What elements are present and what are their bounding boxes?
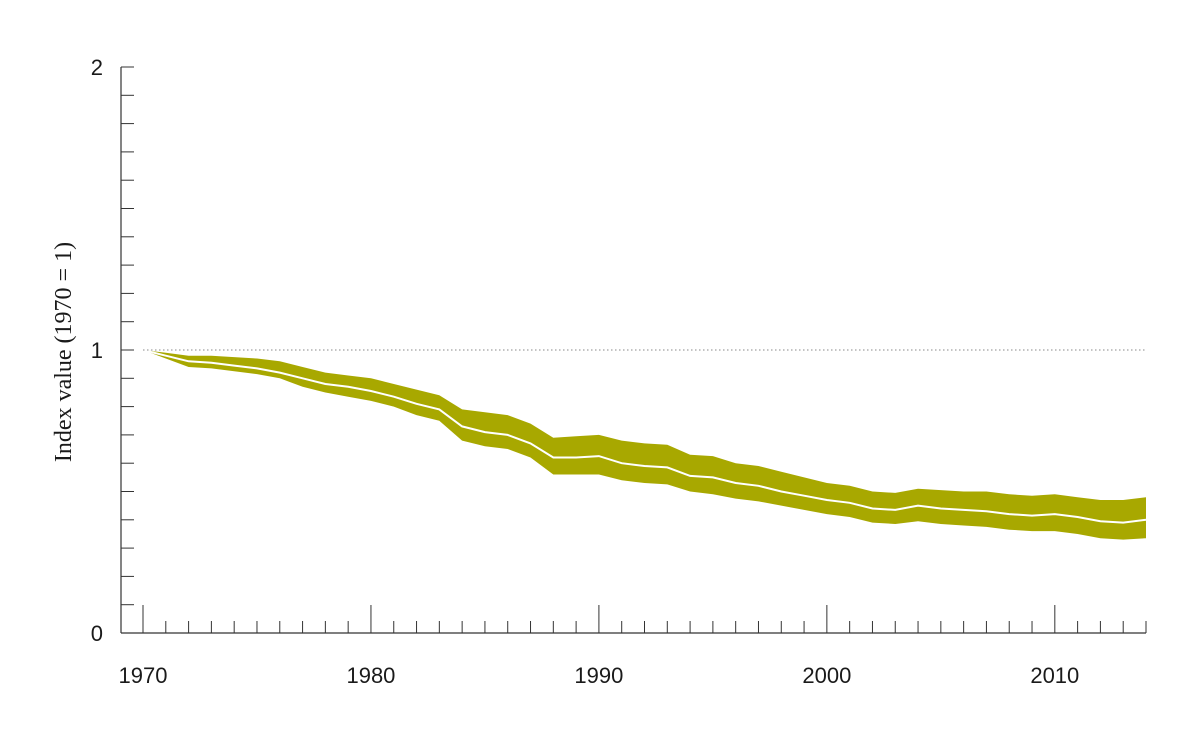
- confidence-band-layer: [143, 350, 1146, 540]
- y-axis-label: Index value (1970 = 1): [51, 242, 77, 462]
- plot-area: [142, 349, 1147, 540]
- confidence-band: [143, 350, 1146, 540]
- x-tick-label: 2000: [802, 663, 851, 688]
- x-tick-label: 1970: [119, 663, 168, 688]
- y-tick-label: 1: [91, 338, 103, 363]
- y-tick-label: 2: [91, 55, 103, 80]
- x-tick-label: 2010: [1030, 663, 1079, 688]
- index-line: [142, 349, 1147, 524]
- index-line-layer: [142, 349, 1147, 524]
- x-tick-label: 1990: [574, 663, 623, 688]
- axis-labels: Index value (1970 = 1): [51, 242, 77, 462]
- axes: 0 1 2 1970 1980 1990 2000 2010: [91, 55, 1147, 688]
- x-tick-label: 1980: [346, 663, 395, 688]
- y-tick-label: 0: [91, 621, 103, 646]
